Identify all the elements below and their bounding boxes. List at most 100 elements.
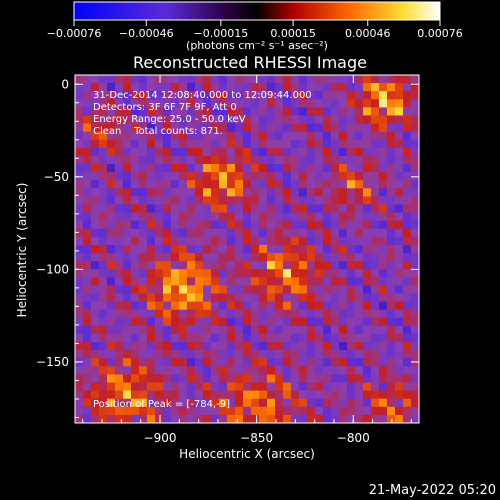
heatmap-cell <box>259 317 268 327</box>
heatmap-cell <box>139 390 148 400</box>
heatmap-cell <box>171 277 180 286</box>
heatmap-cell <box>267 123 276 133</box>
heatmap-cell <box>387 317 396 327</box>
heatmap-cell <box>131 236 140 246</box>
heatmap-cell <box>379 115 388 124</box>
heatmap-cell <box>379 293 388 302</box>
heatmap-cell <box>275 374 284 383</box>
heatmap-cell <box>91 293 100 302</box>
heatmap-cell <box>283 155 292 165</box>
heatmap-cell <box>379 366 388 375</box>
heatmap-cell <box>131 212 140 222</box>
heatmap-cell <box>187 204 196 213</box>
heatmap-cell <box>331 180 340 189</box>
heatmap-cell <box>155 406 164 416</box>
heatmap-cell <box>395 139 404 149</box>
heatmap-cell <box>291 269 300 278</box>
heatmap-cell <box>243 390 252 400</box>
heatmap-cell <box>139 293 148 302</box>
heatmap-cell <box>139 301 148 311</box>
heatmap-cell <box>403 358 412 367</box>
heatmap-cell <box>395 277 404 286</box>
heatmap-cell <box>339 131 348 141</box>
heatmap-cell <box>403 374 412 383</box>
heatmap-cell <box>235 244 244 254</box>
heatmap-cell <box>123 382 132 392</box>
heatmap-cell <box>315 261 324 270</box>
heatmap-cell <box>123 285 132 294</box>
heatmap-cell <box>107 244 116 254</box>
heatmap-cell <box>139 212 148 222</box>
heatmap-cell <box>379 317 388 327</box>
heatmap-cell <box>179 269 188 278</box>
heatmap-cell <box>299 350 308 359</box>
heatmap-cell <box>355 382 364 392</box>
heatmap-cell <box>131 309 140 319</box>
heatmap-cell <box>107 236 116 246</box>
heatmap-cell <box>259 131 268 141</box>
heatmap-cell <box>363 317 372 327</box>
heatmap-cell <box>107 75 116 84</box>
heatmap-cell <box>331 317 340 327</box>
heatmap-cell <box>339 358 348 367</box>
heatmap-cell <box>275 220 284 230</box>
heatmap-cell <box>411 212 420 222</box>
heatmap-cell <box>203 285 212 294</box>
heatmap-cell <box>227 366 236 375</box>
heatmap-cell <box>283 390 292 400</box>
heatmap-cell <box>267 382 276 392</box>
heatmap-cell <box>355 358 364 367</box>
heatmap-cell <box>283 406 292 416</box>
heatmap-cell <box>315 220 324 230</box>
heatmap-cell <box>219 75 228 84</box>
heatmap-cell <box>411 115 420 124</box>
heatmap-cell <box>155 155 164 165</box>
heatmap-cell <box>123 83 132 92</box>
heatmap-cell <box>219 269 228 278</box>
heatmap-cell <box>355 180 364 189</box>
heatmap-cell <box>387 180 396 189</box>
heatmap-cell <box>107 398 116 408</box>
heatmap-cell <box>315 180 324 189</box>
heatmap-cell <box>299 244 308 254</box>
heatmap-cell <box>299 358 308 367</box>
heatmap-cell <box>251 277 260 286</box>
heatmap-cell <box>235 325 244 335</box>
heatmap-cell <box>315 75 324 84</box>
heatmap-cell <box>179 277 188 286</box>
heatmap-cell <box>307 147 316 157</box>
heatmap-cell <box>339 204 348 213</box>
heatmap-cell <box>267 131 276 141</box>
heatmap-cell <box>171 91 180 100</box>
heatmap-cell <box>83 123 92 133</box>
heatmap-cell <box>251 285 260 294</box>
heatmap-cell <box>147 107 156 116</box>
heatmap-cell <box>187 277 196 286</box>
heatmap-cell <box>203 204 212 213</box>
heatmap-cell <box>75 75 84 84</box>
heatmap-cell <box>139 350 148 359</box>
heatmap-cell <box>75 236 84 246</box>
heatmap-cell <box>203 366 212 375</box>
heatmap-cell <box>379 212 388 222</box>
heatmap-cell <box>259 333 268 343</box>
heatmap-cell <box>115 317 124 327</box>
heatmap-cell <box>379 75 388 84</box>
heatmap-cell <box>147 139 156 149</box>
heatmap-cell <box>155 390 164 400</box>
heatmap-cell <box>187 188 196 197</box>
heatmap-cell <box>371 293 380 302</box>
heatmap-cell <box>139 269 148 278</box>
heatmap-cell <box>275 99 284 108</box>
heatmap-cell <box>99 204 108 213</box>
heatmap-cell <box>163 374 172 383</box>
heatmap-cell <box>307 172 316 181</box>
heatmap-cell <box>147 269 156 278</box>
heatmap-cell <box>331 253 340 262</box>
heatmap-cell <box>371 253 380 262</box>
heatmap-cell <box>371 269 380 278</box>
colorbar-units: (photons cm⁻² s⁻¹ asec⁻²) <box>186 39 328 52</box>
heatmap-cell <box>195 155 204 165</box>
heatmap-cell <box>403 309 412 319</box>
heatmap-cell <box>179 358 188 367</box>
